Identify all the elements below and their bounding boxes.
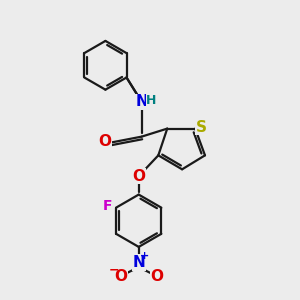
Text: N: N xyxy=(135,94,148,110)
Text: O: O xyxy=(98,134,111,149)
Text: S: S xyxy=(196,120,207,135)
Text: F: F xyxy=(102,199,112,213)
Text: −: − xyxy=(109,264,119,277)
Text: O: O xyxy=(114,269,127,284)
Text: N: N xyxy=(132,255,145,270)
Text: H: H xyxy=(146,94,156,107)
Text: O: O xyxy=(151,269,164,284)
Text: O: O xyxy=(132,169,145,184)
Text: +: + xyxy=(140,251,149,261)
